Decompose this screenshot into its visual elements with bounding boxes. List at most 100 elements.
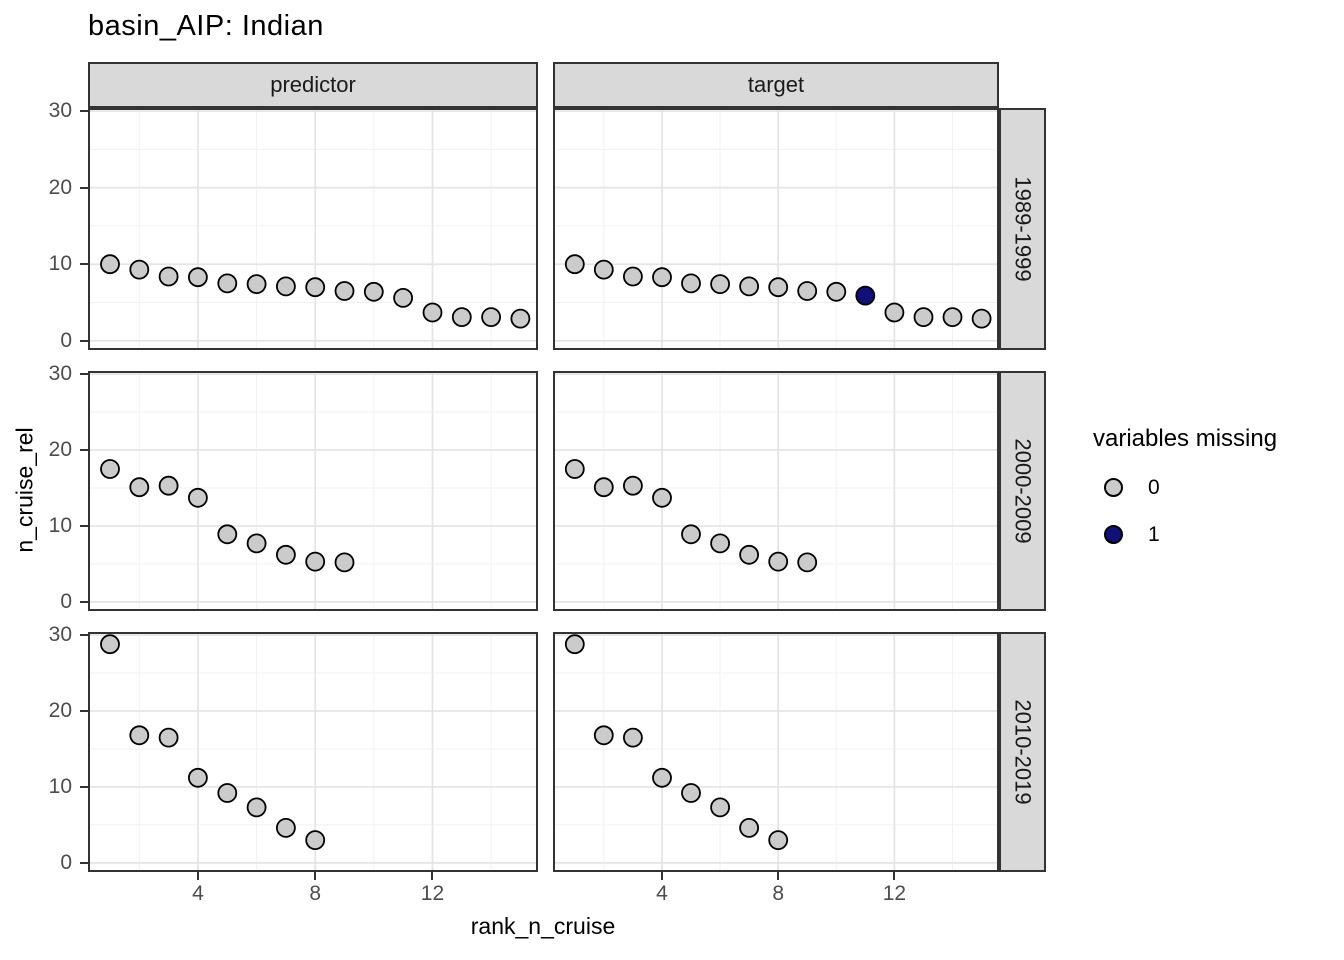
data-point: [913, 307, 934, 328]
y-tick-label: 20: [48, 437, 72, 461]
data-point: [246, 274, 267, 295]
data-point: [623, 266, 643, 287]
data-point: [246, 797, 267, 818]
panel-target-1989-1999: [553, 108, 999, 350]
y-tick-label: 20: [48, 175, 72, 199]
y-tick-mark: [80, 634, 88, 637]
data-point: [681, 783, 701, 803]
panel-predictor-1989-1999: [88, 108, 538, 350]
data-point: [739, 544, 760, 565]
data-point: [942, 307, 963, 328]
data-point: [652, 267, 672, 288]
data-point: [188, 767, 208, 788]
data-point: [739, 817, 760, 838]
data-point: [188, 487, 208, 508]
x-tick-label: 12: [420, 882, 445, 905]
x-tick-label: 4: [192, 882, 204, 905]
y-tick-mark: [80, 339, 88, 342]
legend-key-circle-icon: [1104, 525, 1123, 544]
data-point: [129, 259, 150, 280]
data-point: [100, 634, 120, 655]
data-point: [652, 767, 672, 788]
y-tick-mark: [80, 110, 88, 113]
y-tick-label: 30: [48, 623, 72, 647]
data-point: [826, 281, 847, 302]
x-tick-mark: [196, 872, 199, 880]
data-point: [451, 307, 472, 328]
y-tick-label: 0: [60, 328, 72, 352]
plot-title: basin_AIP: Indian: [88, 10, 324, 42]
data-point: [305, 277, 326, 298]
data-point: [623, 727, 643, 748]
data-point: [305, 830, 326, 851]
x-tick-mark: [314, 872, 317, 880]
data-point: [768, 551, 789, 572]
data-point: [334, 552, 355, 573]
y-tick-label: 0: [60, 589, 72, 613]
data-point: [855, 285, 876, 306]
y-tick-label: 10: [48, 774, 72, 798]
facet-column-strip-target: target: [553, 62, 999, 108]
data-point: [710, 797, 731, 818]
data-point: [797, 281, 818, 301]
data-point: [739, 276, 760, 297]
panel-predictor-2010-2019: [88, 632, 538, 872]
data-point: [393, 287, 414, 308]
y-tick-mark: [80, 186, 88, 189]
x-tick-mark: [660, 872, 663, 880]
x-tick-label: 12: [882, 882, 907, 905]
data-point: [710, 274, 731, 295]
data-point: [652, 487, 672, 508]
y-tick-label: 30: [48, 362, 72, 386]
data-point: [768, 277, 789, 298]
y-tick-mark: [80, 785, 88, 788]
x-tick-mark: [893, 872, 896, 880]
facet-row-label: 2010-2019: [1010, 699, 1036, 805]
facet-column-label: predictor: [270, 72, 356, 97]
y-tick-mark: [80, 524, 88, 527]
y-tick-label: 20: [48, 698, 72, 722]
data-point: [593, 259, 614, 280]
data-point: [363, 281, 384, 302]
legend-key-circle-icon: [1104, 478, 1123, 497]
data-point: [681, 524, 701, 545]
data-point: [158, 266, 179, 287]
x-tick-label: 8: [309, 882, 322, 905]
data-point: [797, 552, 818, 573]
y-tick-mark: [80, 709, 88, 712]
data-point: [768, 830, 789, 851]
facet-row-label: 2000-2009: [1010, 438, 1036, 544]
data-point: [623, 475, 643, 496]
y-tick-mark: [80, 448, 88, 451]
data-point: [710, 533, 731, 554]
data-point: [510, 308, 531, 329]
data-point: [217, 783, 238, 803]
panel-predictor-2000-2009: [88, 371, 538, 611]
data-point: [129, 477, 150, 498]
x-tick-mark: [431, 872, 434, 880]
data-point: [217, 273, 238, 294]
data-point: [971, 308, 992, 329]
data-point: [158, 475, 179, 496]
y-tick-label: 10: [48, 252, 72, 276]
legend-item-label: 0: [1148, 476, 1160, 499]
data-point: [158, 727, 179, 748]
data-point: [422, 302, 443, 323]
facet-column-strip-predictor: predictor: [88, 62, 538, 108]
legend-title: variables missing: [1093, 425, 1278, 452]
x-tick-label: 4: [656, 882, 668, 905]
y-tick-mark: [80, 861, 88, 864]
y-tick-label: 0: [60, 850, 72, 874]
data-point: [593, 725, 614, 746]
y-tick-mark: [80, 373, 88, 376]
facet-column-label: target: [747, 72, 805, 97]
x-axis-title: rank_n_cruise: [470, 913, 616, 939]
data-point: [564, 459, 585, 479]
y-tick-mark: [80, 263, 88, 266]
facet-row-label: 1989-1999: [1010, 176, 1036, 282]
data-point: [188, 267, 208, 288]
data-point: [593, 477, 614, 498]
data-point: [275, 817, 296, 838]
legend-item-1: 1: [1104, 523, 1160, 546]
